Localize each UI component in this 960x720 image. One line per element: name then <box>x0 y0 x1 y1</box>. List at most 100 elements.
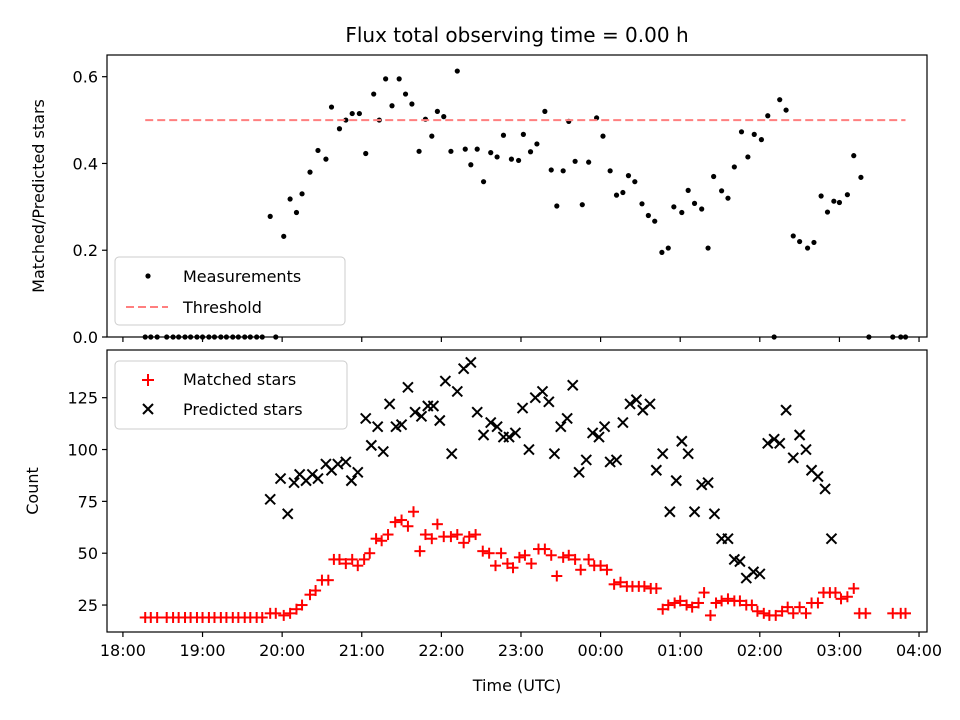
matched-star-point <box>835 593 847 605</box>
predicted-star-point <box>573 466 585 479</box>
x-tick-label: 22:00 <box>418 641 464 660</box>
predicted-star-point <box>371 421 384 433</box>
predicted-star-point <box>491 421 503 433</box>
measurement-point <box>356 110 362 117</box>
matched-star-point <box>812 597 824 609</box>
predicted-star-point <box>536 385 549 398</box>
matched-star-point <box>477 545 489 557</box>
bottom-y-axis-label: Count <box>23 467 42 515</box>
measurement-point <box>831 198 837 204</box>
matched-star-point <box>787 607 799 619</box>
measurement-point <box>797 238 803 245</box>
measurement-point <box>579 202 585 208</box>
legend-label-predicted-stars: Predicted stars <box>183 400 303 419</box>
measurement-point <box>448 148 454 154</box>
predicted-star-point <box>617 416 629 429</box>
matched-star-point <box>848 582 860 594</box>
measurement-point <box>824 209 831 215</box>
measurement-point <box>572 158 578 164</box>
measurement-point <box>349 110 355 117</box>
matched-star-point <box>458 537 470 549</box>
matched-star-point <box>800 607 812 619</box>
matched-star-point <box>900 607 912 619</box>
predicted-star-point <box>593 431 605 443</box>
x-tick-label: 18:00 <box>100 641 146 660</box>
measurement-point <box>323 156 329 162</box>
top-legend: Measurements Threshold <box>114 256 346 326</box>
matched-star-point <box>583 553 595 565</box>
matched-star-point <box>860 607 872 619</box>
matched-star-point <box>431 518 443 530</box>
top-y-axis-label: Matched/Predicted stars <box>29 99 48 293</box>
predicted-star-point <box>471 406 483 418</box>
x-tick-label: 03:00 <box>816 641 862 660</box>
measurement-point <box>299 191 305 197</box>
matched-star-point <box>657 603 669 615</box>
predicted-star-point <box>377 445 389 458</box>
measurement-point <box>293 209 300 216</box>
legend-label-measurements: Measurements <box>183 267 301 286</box>
predicted-star-point <box>395 418 408 431</box>
measurement-point <box>454 68 460 74</box>
top-axes-frame <box>106 54 928 338</box>
measurement-point <box>777 97 783 103</box>
measurement-point <box>307 169 313 175</box>
predicted-star-point <box>352 466 364 479</box>
matched-star-point <box>310 585 322 597</box>
measurement-point <box>607 168 613 174</box>
predicted-star-point <box>439 375 452 387</box>
measurement-point <box>804 245 811 251</box>
matched-star-point <box>402 520 414 532</box>
predicted-star-point <box>555 421 567 433</box>
matched-star-point <box>608 578 620 590</box>
matched-star-point <box>426 533 438 545</box>
legend-marker-predicted-stars <box>142 403 154 415</box>
predicted-star-point <box>509 427 522 439</box>
measurement-point <box>508 156 515 162</box>
measurement-point <box>527 149 534 155</box>
measurement-point <box>765 113 771 119</box>
predicted-star-point <box>543 396 555 408</box>
matched-star-point <box>595 560 607 572</box>
measurement-point <box>811 239 817 246</box>
measurement-point <box>659 249 665 255</box>
measurement-point <box>751 131 757 137</box>
measurement-point <box>402 91 409 97</box>
bottom-axes-frame <box>106 349 928 633</box>
matched-star-point <box>296 599 308 611</box>
measurement-point <box>731 164 737 170</box>
predicted-star-point <box>754 568 766 580</box>
predicted-star-point <box>812 470 824 483</box>
matched-star-point <box>751 605 763 617</box>
predicted-star-point <box>800 443 812 456</box>
predicted-star-point <box>383 398 396 410</box>
measurement-point <box>389 103 395 109</box>
matched-star-point <box>829 587 841 599</box>
legend-marker-measurements <box>145 273 151 279</box>
measurement-point <box>836 199 843 206</box>
predicted-star-point <box>340 456 352 468</box>
matched-star-point <box>525 558 537 570</box>
matched-star-point <box>674 595 686 607</box>
matched-star-point <box>614 576 626 588</box>
predicted-star-point <box>664 506 676 518</box>
predicted-star-point <box>598 421 611 433</box>
bottom-plot-area <box>139 356 912 623</box>
measurement-point <box>343 117 349 123</box>
measurement-point <box>600 133 606 139</box>
measurement-point <box>645 212 651 219</box>
matched-star-point <box>382 529 394 541</box>
predicted-star-point <box>819 483 831 495</box>
measurement-point <box>383 76 389 82</box>
predicted-star-point <box>793 429 806 441</box>
measurement-point <box>632 179 638 185</box>
measurement-point <box>441 114 447 120</box>
measurement-point <box>363 150 369 157</box>
measurement-point <box>287 196 293 202</box>
measurement-point <box>554 203 560 209</box>
matched-star-point <box>601 564 613 576</box>
matched-star-point <box>693 597 705 609</box>
x-axis-label: Time (UTC) <box>472 676 561 695</box>
measurement-point <box>844 192 850 198</box>
